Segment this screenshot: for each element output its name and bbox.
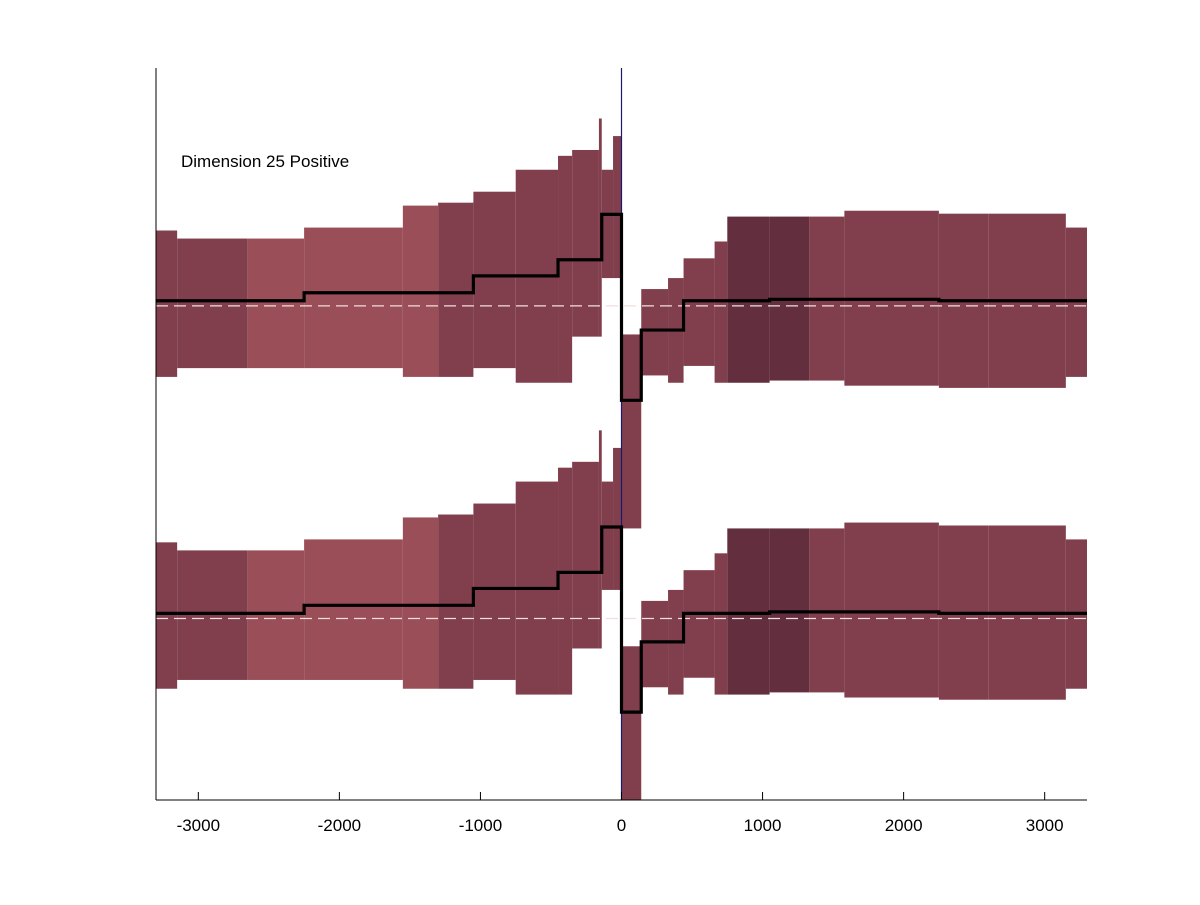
band-segment — [621, 646, 642, 800]
band-segment — [572, 461, 599, 649]
band-segment — [156, 230, 178, 377]
median-line — [156, 212, 1087, 402]
band-segment — [572, 149, 599, 337]
band-segment — [641, 600, 669, 688]
x-tick-label: 2000 — [885, 816, 923, 835]
band-segment — [473, 503, 516, 680]
band-segment — [247, 238, 305, 369]
band-segment — [683, 258, 715, 366]
band-segment — [844, 522, 939, 698]
band-segment — [621, 334, 642, 529]
x-tick-label: -2000 — [318, 816, 361, 835]
x-tick-label: -3000 — [177, 816, 220, 835]
band-segment — [438, 202, 474, 377]
band-segment — [714, 553, 728, 695]
band-segment — [473, 191, 516, 369]
band-segment — [727, 528, 770, 695]
x-tick-label: -1000 — [459, 816, 502, 835]
band-segment — [177, 238, 248, 369]
band-segment — [304, 539, 403, 680]
band-segment — [558, 155, 573, 383]
median-lines — [156, 212, 1087, 714]
x-tick-label: 1000 — [744, 816, 782, 835]
band-segment — [438, 514, 474, 689]
band-segment — [601, 481, 614, 590]
x-tick-label: 0 — [617, 816, 626, 835]
band-segment — [402, 517, 439, 689]
band-segment — [714, 241, 728, 383]
band-segment — [156, 542, 178, 689]
band-segment — [558, 467, 573, 695]
band-segment — [177, 550, 248, 680]
baselines — [156, 305, 1087, 620]
median-line — [156, 525, 1087, 714]
band-segment — [601, 169, 614, 279]
annotation-text: Dimension 25 Positive — [181, 152, 349, 171]
band-segment — [304, 227, 403, 369]
band-segment — [683, 570, 715, 678]
band-segment — [613, 447, 622, 590]
band-segment — [613, 136, 622, 279]
band-segment — [247, 550, 305, 680]
band-segment — [641, 289, 669, 376]
x-tick-label: 3000 — [1026, 816, 1064, 835]
x-ticks: -3000 -2000 -1000 0 1000 2000 3000 — [177, 792, 1064, 835]
